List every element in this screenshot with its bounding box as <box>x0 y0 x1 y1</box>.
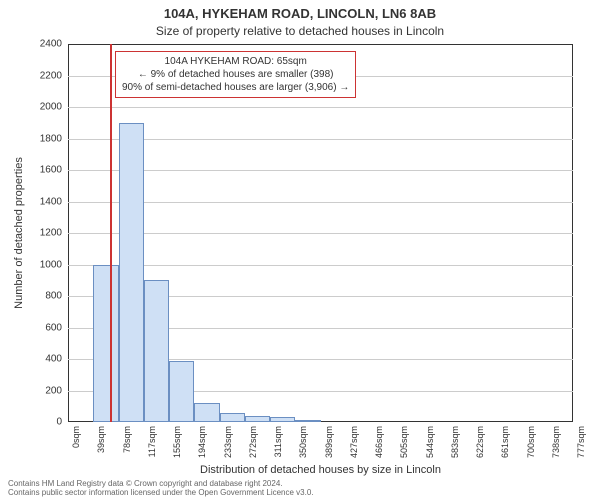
footer: Contains HM Land Registry data © Crown c… <box>8 479 314 498</box>
y-tick-label: 0 <box>56 417 62 428</box>
x-tick-label: 389sqm <box>324 426 334 458</box>
y-tick-label: 1200 <box>40 228 62 239</box>
x-tick-label: 78sqm <box>122 426 132 453</box>
gridline <box>68 170 573 171</box>
x-tick-label: 39sqm <box>96 426 106 453</box>
x-tick-label: 505sqm <box>399 426 409 458</box>
x-tick-label: 311sqm <box>273 426 283 457</box>
y-tick-label: 1000 <box>40 259 62 270</box>
y-axis-label: Number of detached properties <box>13 157 25 309</box>
y-axis-label-container: Number of detached properties <box>12 44 26 422</box>
y-tick-label: 400 <box>45 354 62 365</box>
y-tick-label: 2000 <box>40 102 62 113</box>
property-marker-line <box>110 44 112 422</box>
histogram-bar <box>169 361 194 422</box>
annotation-box: 104A HYKEHAM ROAD: 65sqm← 9% of detached… <box>115 51 356 98</box>
x-tick-label: 661sqm <box>500 426 510 458</box>
histogram-bar <box>93 265 118 423</box>
histogram-bar <box>194 403 219 422</box>
x-tick-label: 427sqm <box>349 426 359 458</box>
y-tick-label: 2400 <box>40 39 62 50</box>
y-tick-label: 200 <box>45 385 62 396</box>
title-main: 104A, HYKEHAM ROAD, LINCOLN, LN6 8AB <box>0 6 600 21</box>
histogram-bar <box>245 416 270 422</box>
x-tick-label: 233sqm <box>223 426 233 458</box>
gridline <box>68 265 573 266</box>
x-tick-label: 155sqm <box>172 426 182 458</box>
x-tick-label: 700sqm <box>526 426 536 458</box>
annotation-line1: 104A HYKEHAM ROAD: 65sqm <box>122 55 349 68</box>
chart-plot-area: 0200400600800100012001400160018002000220… <box>68 44 573 422</box>
x-tick-label: 544sqm <box>425 426 435 458</box>
y-tick-label: 2200 <box>40 70 62 81</box>
x-axis-label: Distribution of detached houses by size … <box>68 464 573 476</box>
gridline <box>68 202 573 203</box>
annotation-line2: ← 9% of detached houses are smaller (398… <box>122 68 349 81</box>
histogram-bar <box>144 280 169 422</box>
histogram-bar <box>119 123 144 422</box>
histogram-bar <box>220 413 245 422</box>
x-tick-label: 117sqm <box>147 426 157 457</box>
y-tick-label: 1400 <box>40 196 62 207</box>
y-tick-label: 800 <box>45 291 62 302</box>
x-tick-label: 777sqm <box>576 426 586 458</box>
x-tick-label: 272sqm <box>248 426 258 458</box>
title-sub: Size of property relative to detached ho… <box>0 24 600 38</box>
x-tick-label: 194sqm <box>197 426 207 458</box>
x-tick-label: 583sqm <box>450 426 460 458</box>
histogram-bar <box>295 420 320 422</box>
footer-line1: Contains HM Land Registry data © Crown c… <box>8 479 314 489</box>
y-tick-label: 1600 <box>40 165 62 176</box>
x-tick-label: 622sqm <box>475 426 485 458</box>
x-tick-label: 466sqm <box>374 426 384 458</box>
footer-line2: Contains public sector information licen… <box>8 488 314 498</box>
x-tick-label: 0sqm <box>71 426 81 448</box>
annotation-line3: 90% of semi-detached houses are larger (… <box>122 81 349 94</box>
gridline <box>68 107 573 108</box>
y-tick-label: 1800 <box>40 133 62 144</box>
gridline <box>68 139 573 140</box>
histogram-bar <box>270 417 295 422</box>
x-tick-label: 350sqm <box>298 426 308 458</box>
y-tick-label: 600 <box>45 322 62 333</box>
gridline <box>68 233 573 234</box>
x-tick-label: 738sqm <box>551 426 561 458</box>
